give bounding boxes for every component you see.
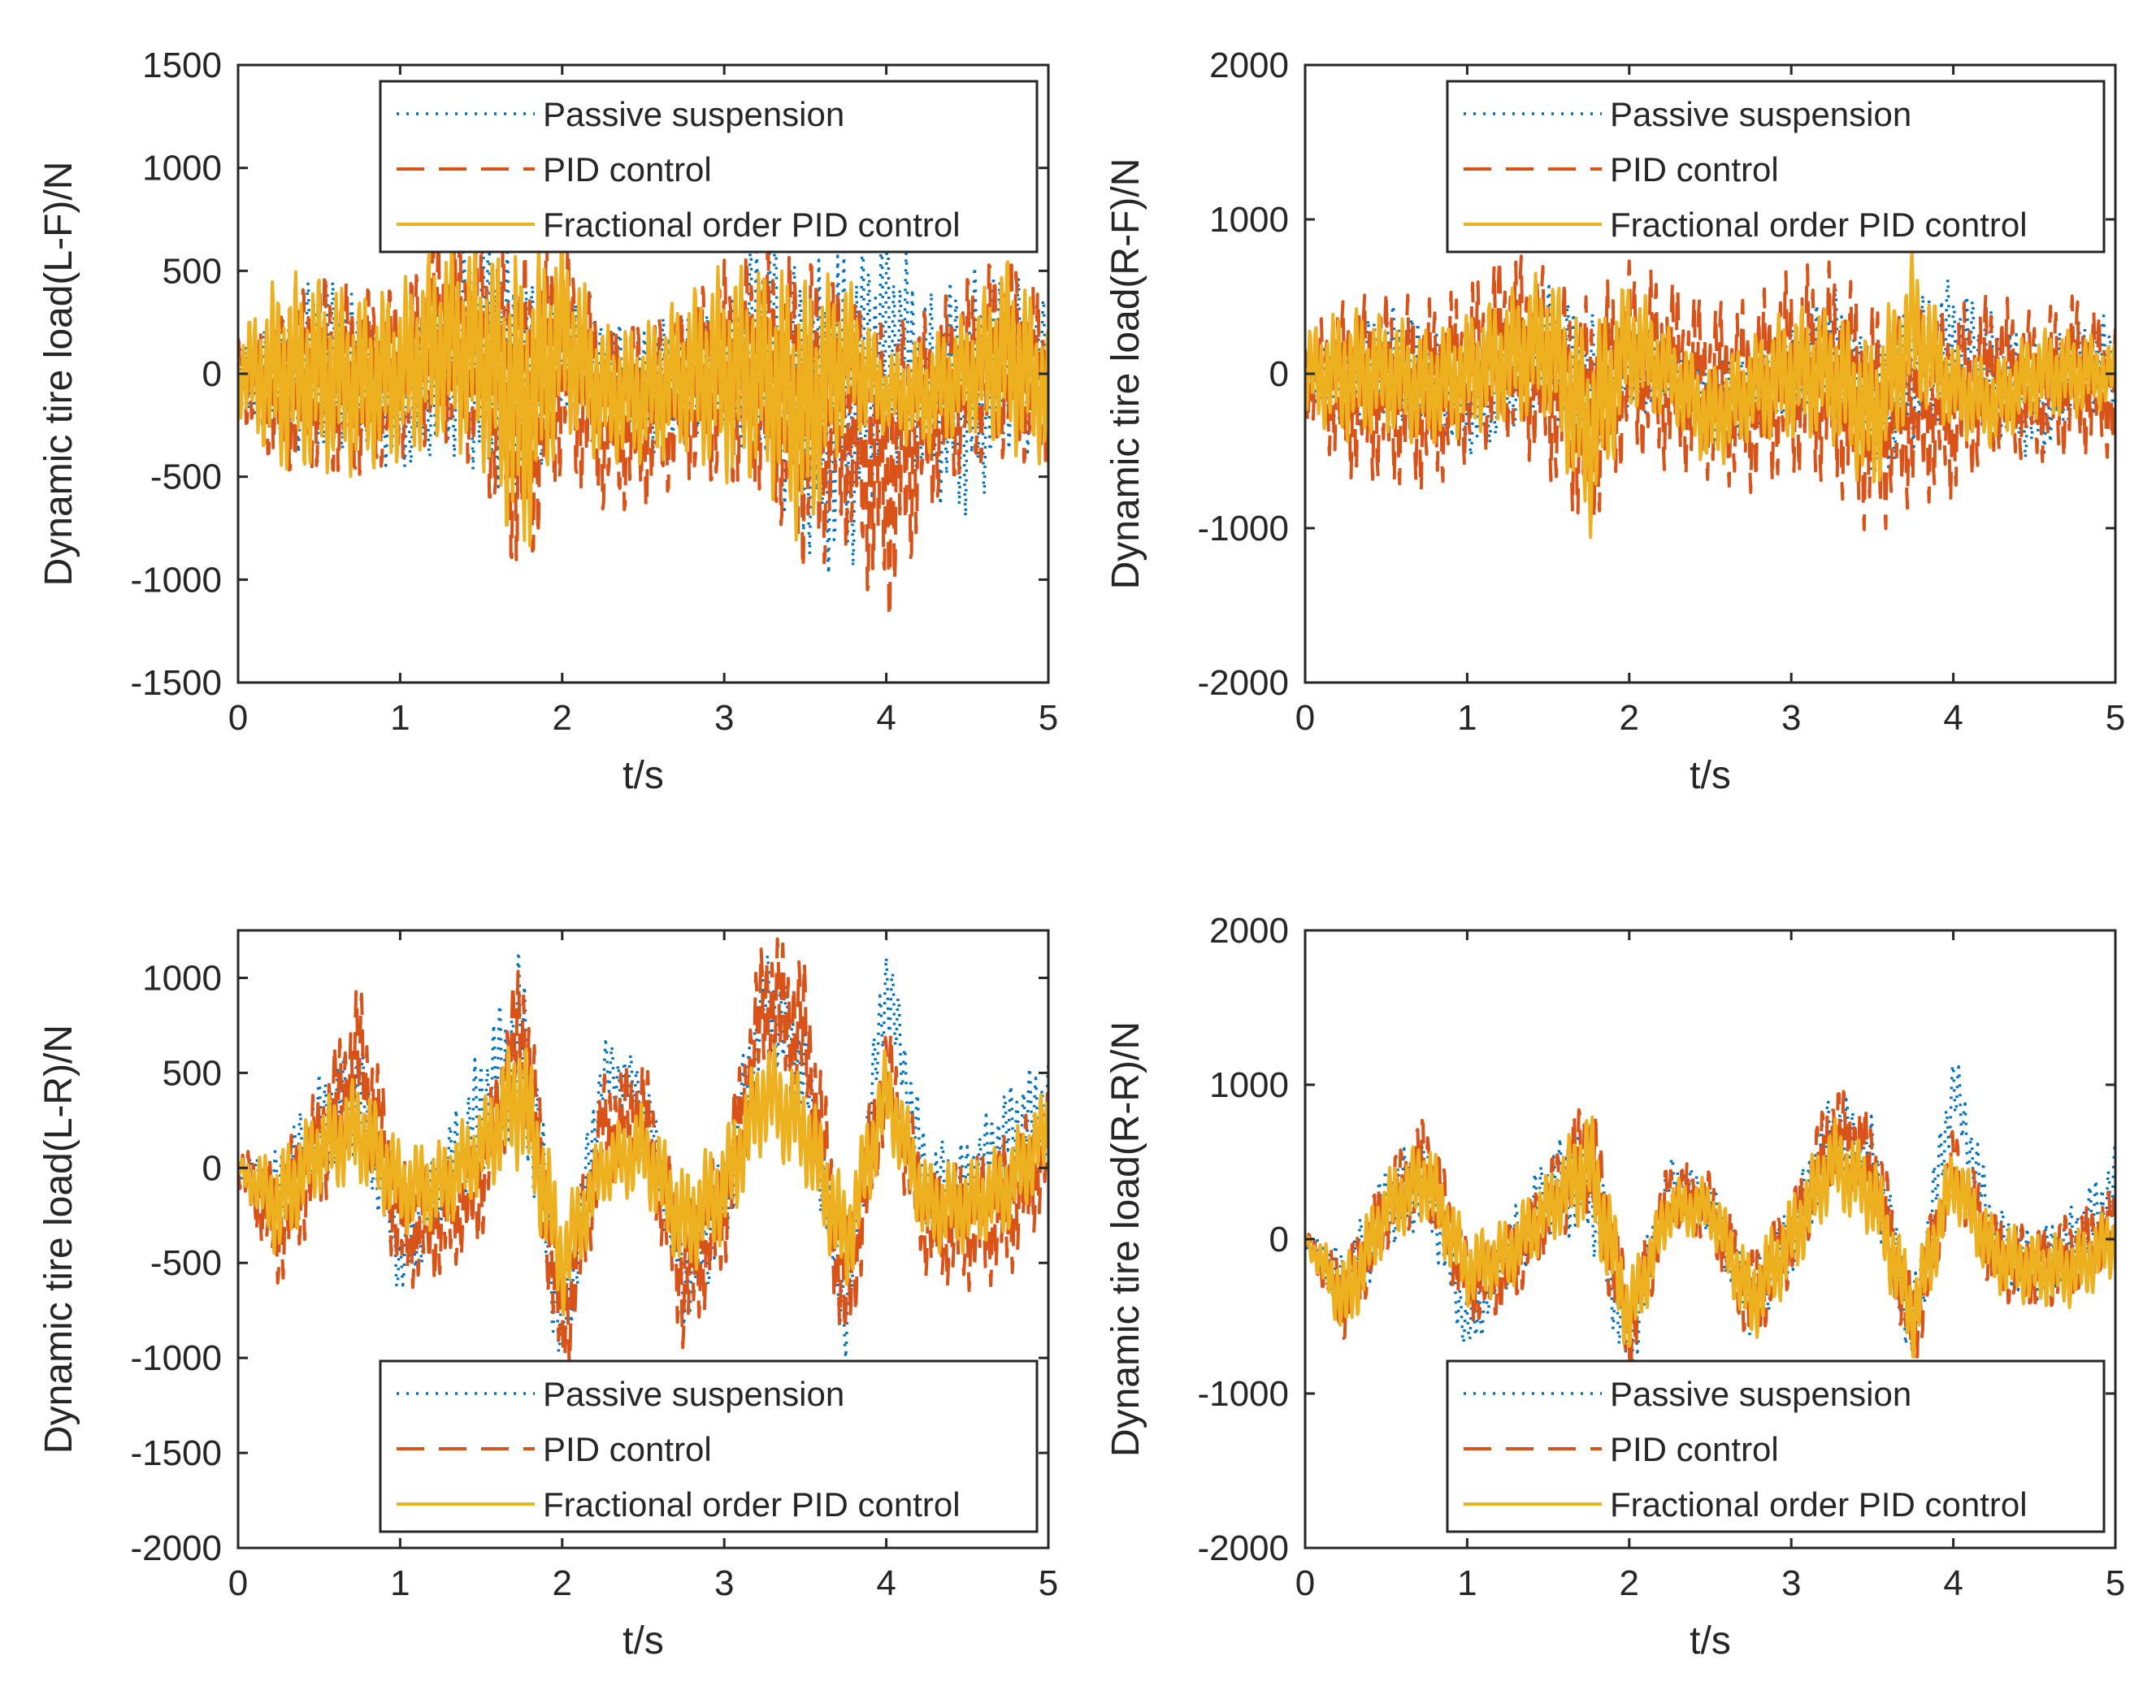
- legend-label: PID control: [543, 150, 712, 189]
- series-group: [238, 214, 1048, 620]
- y-axis-label: Dynamic tire load(L-R)/N: [37, 1025, 80, 1454]
- series-group: [1305, 251, 2115, 540]
- legend-label: Fractional order PID control: [1610, 206, 2028, 244]
- x-tick-label: 1: [1457, 698, 1477, 738]
- x-tick-label: 2: [1620, 698, 1639, 738]
- legend: Passive suspension PID control Fractional …: [379, 1359, 1039, 1533]
- x-tick-label: 5: [2106, 698, 2125, 738]
- x-axis-label: t/s: [623, 754, 664, 797]
- x-axis-label: t/s: [1690, 1619, 1731, 1662]
- y-tick-label: -1500: [130, 1433, 222, 1473]
- y-tick-label: 0: [202, 354, 222, 394]
- y-tick-label: 500: [163, 1053, 222, 1093]
- chart-panel-3: 0 1 2 3 4 5 -2000 -1500 -1000 -500 0 500 1000 t/s Dyna…: [37, 929, 1058, 1662]
- x-tick-label: 3: [714, 1563, 734, 1603]
- y-tick-label: 0: [1269, 354, 1289, 394]
- series-group: [1305, 1063, 2115, 1380]
- y-tick-label: 1000: [142, 958, 222, 998]
- x-tick-label: 2: [553, 1563, 572, 1603]
- legend-label: Passive suspension: [1610, 1375, 1911, 1413]
- y-tick-label: -2000: [1197, 1528, 1289, 1568]
- x-tick-label: 4: [1943, 1563, 1963, 1603]
- x-tick-label: 4: [1943, 698, 1963, 738]
- x-tick-label: 4: [876, 1563, 896, 1603]
- y-tick-label: -1000: [130, 560, 222, 600]
- x-tick-label: 0: [228, 698, 248, 738]
- series-line-fopid: [238, 235, 1048, 548]
- x-tick-label: 0: [228, 1563, 248, 1603]
- y-tick-label: -500: [150, 457, 222, 497]
- y-tick-label: -1500: [130, 663, 222, 703]
- y-tick-label: 2000: [1209, 46, 1289, 85]
- y-axis-label: Dynamic tire load(R-F)/N: [1104, 158, 1147, 590]
- series-line-pid: [1305, 254, 2115, 531]
- x-tick-label: 3: [1781, 698, 1801, 738]
- legend-label: Fractional order PID control: [543, 206, 961, 244]
- x-tick-label: 0: [1295, 1563, 1315, 1603]
- x-axis-label: t/s: [623, 1619, 664, 1662]
- chart-panel-2: 0 1 2 3 4 5 -2000 -1000 0 1000 2000 t/s Dynamic tire…: [1104, 46, 2125, 797]
- y-tick-label: -2000: [1197, 663, 1289, 703]
- legend-label: Fractional order PID control: [1610, 1485, 2028, 1524]
- series-line-pid: [238, 937, 1048, 1381]
- y-tick-label: 0: [1269, 1220, 1289, 1259]
- series-group: [238, 937, 1048, 1381]
- y-tick-label: -500: [150, 1243, 222, 1283]
- x-tick-label: 2: [553, 698, 572, 738]
- legend-label: Passive suspension: [543, 1375, 844, 1413]
- axes-box: [236, 929, 1050, 1550]
- y-tick-label: 1500: [142, 46, 222, 85]
- y-tick-label: 1000: [1209, 1065, 1289, 1105]
- x-tick-label: 1: [390, 1563, 410, 1603]
- x-tick-label: 5: [1039, 1563, 1058, 1603]
- y-axis-label: Dynamic tire load(R-R)/N: [1104, 1021, 1147, 1457]
- legend: Passive suspension PID control Fractional …: [379, 80, 1039, 254]
- legend-label: PID control: [1610, 1430, 1779, 1468]
- x-tick-label: 2: [1620, 1563, 1639, 1603]
- series-line-fopid: [238, 1043, 1048, 1317]
- chart-panel-1: 0 1 2 3 4 5 -1500 -1000 -500 0 500 1000 1500 t/s Dynam…: [37, 46, 1058, 797]
- y-tick-label: -1000: [1197, 509, 1289, 548]
- legend-label: PID control: [543, 1430, 712, 1468]
- y-tick-label: -2000: [130, 1528, 222, 1568]
- x-tick-label: 5: [2106, 1563, 2125, 1603]
- legend-label: Passive suspension: [543, 95, 844, 133]
- x-tick-label: 1: [390, 698, 410, 738]
- x-tick-label: 4: [876, 698, 896, 738]
- x-tick-label: 0: [1295, 698, 1315, 738]
- legend: Passive suspension PID control Fractional …: [1446, 1359, 2106, 1533]
- chart-panel-4: 0 1 2 3 4 5 -2000 -1000 0 1000 2000 t/s Dynamic tire…: [1104, 911, 2125, 1662]
- legend-label: PID control: [1610, 150, 1779, 189]
- y-tick-label: -1000: [130, 1338, 222, 1378]
- series-line-fopid: [1305, 251, 2115, 540]
- legend: Passive suspension PID control Fractional …: [1446, 80, 2106, 254]
- x-tick-label: 5: [1039, 698, 1058, 738]
- x-tick-label: 3: [1781, 1563, 1801, 1603]
- y-tick-label: -1000: [1197, 1374, 1289, 1414]
- y-axis-label: Dynamic tire load(L-F)/N: [37, 162, 80, 587]
- y-tick-label: 2000: [1209, 911, 1289, 951]
- y-tick-label: 0: [202, 1148, 222, 1188]
- y-tick-label: 1000: [142, 149, 222, 189]
- legend-label: Passive suspension: [1610, 95, 1911, 133]
- y-tick-label: 1000: [1209, 200, 1289, 240]
- legend-label: Fractional order PID control: [543, 1485, 961, 1524]
- x-tick-label: 3: [714, 698, 734, 738]
- y-tick-label: 500: [163, 251, 222, 291]
- x-axis-label: t/s: [1690, 754, 1731, 797]
- x-tick-label: 1: [1457, 1563, 1477, 1603]
- series-line-fopid: [1305, 1115, 2115, 1359]
